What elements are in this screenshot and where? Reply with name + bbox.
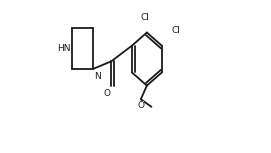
Text: Cl: Cl xyxy=(141,13,150,22)
Text: N: N xyxy=(94,72,101,81)
Text: O: O xyxy=(104,89,111,98)
Text: HN: HN xyxy=(57,44,70,53)
Text: O: O xyxy=(137,101,144,110)
Text: Cl: Cl xyxy=(171,26,180,35)
